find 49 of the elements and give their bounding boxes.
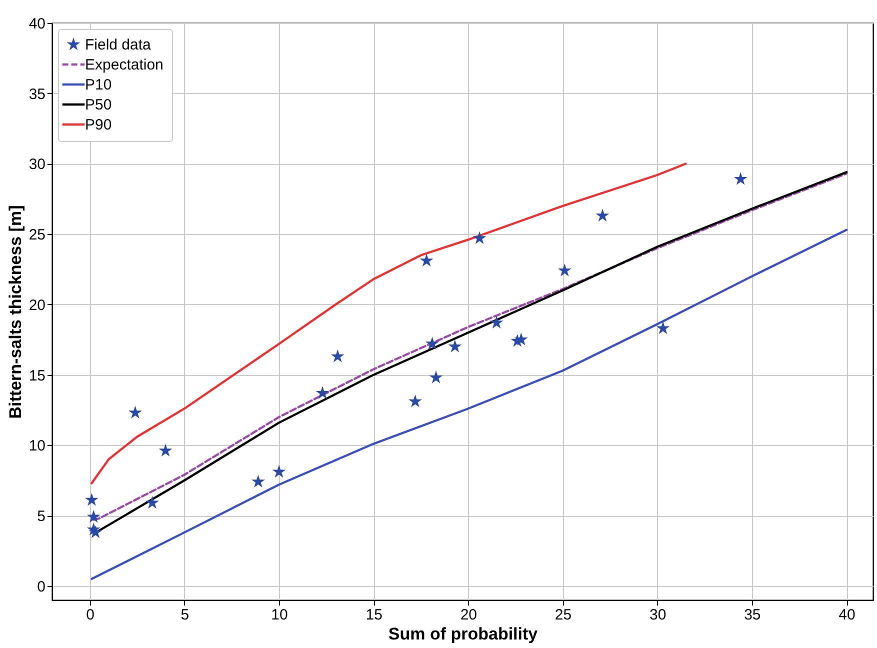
point [656,321,670,334]
point [86,510,100,523]
point [316,386,330,399]
point [558,264,572,276]
legend-label: P10 [85,76,112,94]
point [596,208,610,222]
point [85,493,98,506]
point [514,332,528,346]
point [472,231,486,244]
point [158,444,172,457]
line-series [90,162,687,484]
point [448,340,462,352]
y-tick-label: 20 [28,296,46,314]
point [408,394,422,408]
x-tick-label: 5 [180,606,190,624]
x-tick-label: 40 [838,606,856,624]
y-tick-label: 25 [28,226,46,244]
legend-label: P50 [85,96,112,114]
point [330,349,344,362]
x-axis-title: Sum of probability [388,624,538,644]
x-tick-label: 20 [460,606,478,624]
point [734,172,748,185]
y-tick-label: 40 [28,16,46,32]
point [490,316,504,328]
x-tick-label: 10 [271,606,288,624]
legend-label: Field data [85,36,152,54]
x-tick-label: 15 [366,606,382,624]
point [128,406,142,419]
point [429,370,443,384]
x-tick-label: 0 [86,606,95,624]
point [146,496,159,509]
x-tick-label: 30 [650,606,666,624]
point [251,474,265,488]
y-tick-label: 10 [28,438,46,455]
line-series [90,228,848,580]
y-tick-label: 5 [37,508,46,526]
y-tick-label: 15 [28,367,46,384]
point [88,525,102,538]
y-tick-label: 35 [28,86,46,103]
x-tick-label: 35 [744,606,761,624]
legend-label: P90 [85,116,112,134]
legend-label: Expectation [85,56,164,74]
point [272,464,286,478]
point [426,336,439,350]
y-axis-title: Bittern-salts thickness [m] [6,205,25,419]
x-tick-label: 25 [554,606,572,624]
point [420,254,434,267]
y-tick-label: 30 [28,156,46,174]
y-tick-label: 0 [37,578,46,596]
